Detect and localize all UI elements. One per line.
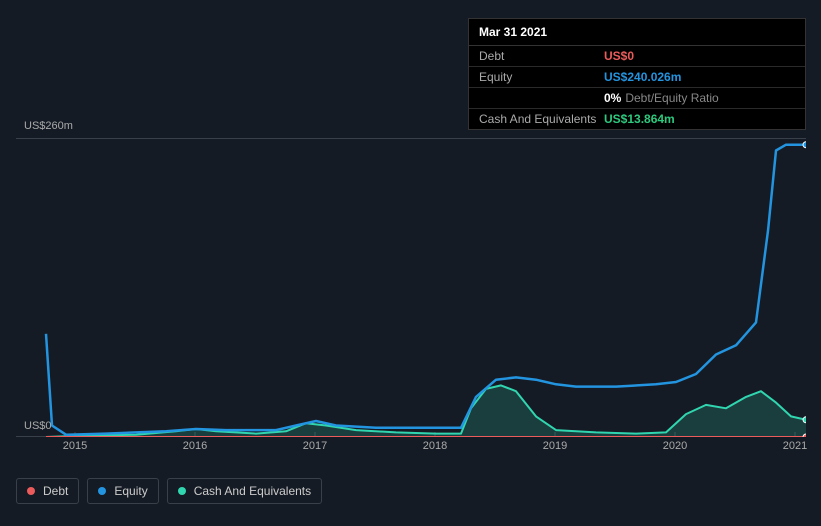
legend-item-equity[interactable]: Equity	[87, 478, 158, 504]
tooltip-value-ratio-txt: Debt/Equity Ratio	[625, 91, 718, 105]
tooltip-value-ratio-pct: 0%	[604, 91, 621, 105]
tooltip-date: Mar 31 2021	[469, 19, 805, 46]
tooltip-row-cash: Cash And Equivalents US$13.864m	[469, 109, 805, 129]
legend-dot-icon	[98, 487, 106, 495]
legend-label: Cash And Equivalents	[194, 484, 311, 498]
legend-dot-icon	[27, 487, 35, 495]
chart-tooltip: Mar 31 2021 Debt US$0 Equity US$240.026m…	[468, 18, 806, 130]
legend-label: Equity	[114, 484, 147, 498]
tooltip-value-debt: US$0	[604, 49, 634, 63]
tooltip-label: Cash And Equivalents	[479, 112, 604, 126]
x-axis-label: 2019	[543, 440, 567, 452]
tooltip-value-cash: US$13.864m	[604, 112, 675, 126]
x-axis-label: 2017	[303, 440, 327, 452]
legend-dot-icon	[178, 487, 186, 495]
x-axis-label: 2016	[183, 440, 207, 452]
legend-item-debt[interactable]: Debt	[16, 478, 79, 504]
tooltip-label: Equity	[479, 70, 604, 84]
x-axis-label: 2018	[423, 440, 447, 452]
x-axis-label: 2015	[63, 440, 87, 452]
legend-item-cash[interactable]: Cash And Equivalents	[167, 478, 322, 504]
legend-label: Debt	[43, 484, 68, 498]
tooltip-label	[479, 91, 604, 105]
chart-svg	[16, 139, 806, 437]
tooltip-value-equity: US$240.026m	[604, 70, 681, 84]
tooltip-label: Debt	[479, 49, 604, 63]
tooltip-row-equity: Equity US$240.026m	[469, 67, 805, 88]
y-axis-bot-label: US$0	[24, 420, 52, 432]
legend: Debt Equity Cash And Equivalents	[16, 478, 322, 504]
chart-area[interactable]: US$260m US$0 2015 2016 2017 2018 2019 2020 202…	[16, 120, 806, 460]
tooltip-row-ratio: 0% Debt/Equity Ratio	[469, 88, 805, 109]
plot-region	[16, 138, 806, 436]
tooltip-row-debt: Debt US$0	[469, 46, 805, 67]
x-axis-label: 2021	[783, 440, 807, 452]
y-axis-top-label: US$260m	[24, 120, 73, 132]
x-axis-labels: 2015 2016 2017 2018 2019 2020 2021	[16, 440, 806, 460]
x-axis-label: 2020	[663, 440, 687, 452]
